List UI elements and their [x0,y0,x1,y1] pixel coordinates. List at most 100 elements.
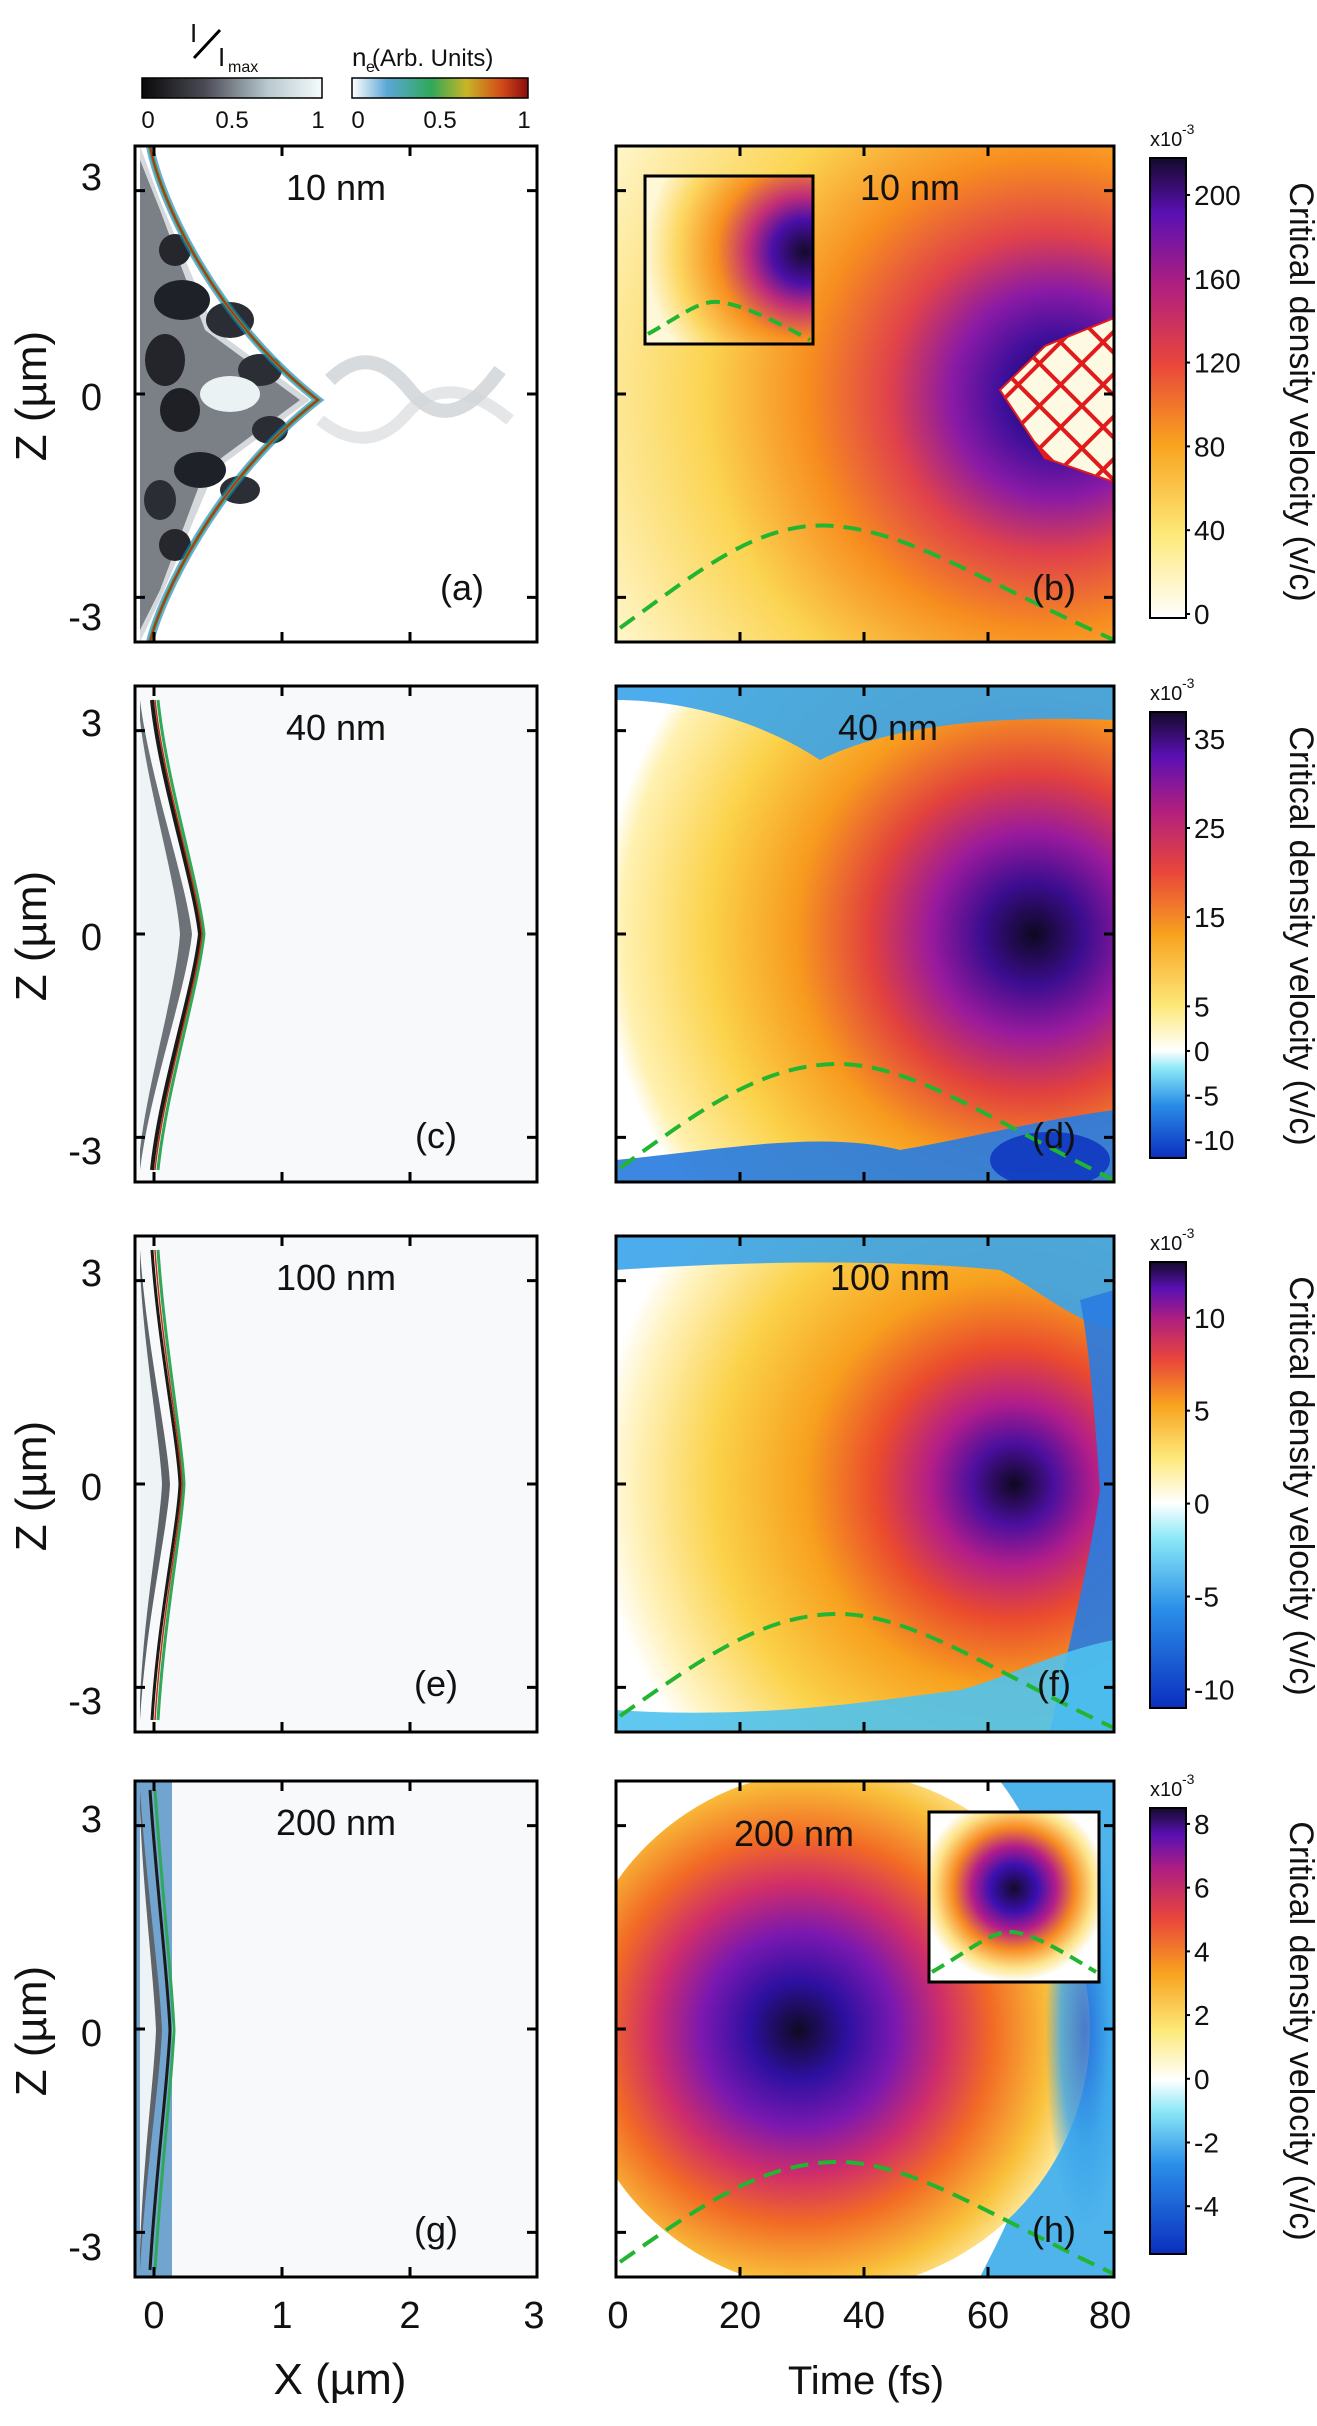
intensity-tick: 0.5 [215,107,248,134]
y-tick: 3 [81,157,102,199]
panel-c-letter: (c) [415,1115,457,1156]
time-tick: 80 [1089,2295,1131,2337]
time-tick: 0 [607,2295,628,2337]
colorbar-row4: x10 -3 8 6 4 2 0 -2 -4 Critical density veloci… [1149,1771,1317,2255]
colorbar-tick-label: -4 [1194,2191,1219,2222]
panel-e-title: 100 nm [276,1257,396,1298]
colorbar-tick-label: 25 [1194,813,1225,844]
x-tick: 3 [523,2295,544,2337]
colorbar-exponent-power: -3 [1182,121,1195,137]
colorbar-tick-label: -2 [1194,2128,1219,2159]
x-tick: 0 [143,2295,164,2337]
panel-g-letter: (g) [414,2209,458,2250]
panel-h-inset [927,1810,1101,1984]
y-tick: -3 [68,2227,102,2269]
panel-f: 100 nm (f) [614,1234,1116,1734]
panel-b-title: 10 nm [860,167,960,208]
y-tick: 3 [81,1253,102,1295]
colorbar-tick-label: 0 [1194,2064,1210,2095]
colorbar-label: Critical density velocity (v/c) [1282,182,1317,601]
colorbar-exponent-power: -3 [1182,1771,1195,1787]
colorbar-label: Critical density velocity (v/c) [1282,1276,1317,1695]
y-axis-label: Z (µm) [7,871,56,1001]
time-tick: 20 [719,2295,761,2337]
panel-b-inset [643,174,815,346]
colorbar-exponent-power: -3 [1182,1225,1195,1241]
panel-b: 10 nm (b) [614,144,1116,644]
y-tick: 0 [81,917,102,959]
x-tick: 2 [399,2295,420,2337]
panel-g: 200 nm (g) [133,1779,539,2279]
panel-a-letter: (a) [440,567,484,608]
panel-d: 40 nm (d) [614,684,1116,1184]
y-ticks-row4: 3 0 -3 [68,1799,102,2269]
y-ticks-row1: 3 0 -3 [68,157,102,639]
colorbar-tick-label: 10 [1194,1303,1225,1334]
density-tick: 0.5 [423,107,456,134]
colorbar-tick-label: -5 [1194,1081,1219,1112]
colorbar-ticks: 8 6 4 2 0 -2 -4 [1186,1809,1219,2222]
panel-h-title: 200 nm [734,1813,854,1854]
time-tick: 60 [967,2295,1009,2337]
panel-h: 200 nm (h) [614,1779,1116,2279]
colorbar-tick-label: 5 [1194,1396,1210,1427]
right-axes: 0 20 40 60 80 Time (fs) [607,2295,1131,2403]
y-axis-label: Z (µm) [7,331,56,461]
colorbar-tick-label: 80 [1194,431,1225,462]
y-axis-label: Z (µm) [7,1966,56,2096]
colorbar-ticks: 200 160 120 80 40 0 [1186,180,1241,630]
colorbar-tick-label: 5 [1194,991,1210,1022]
colorbar-tick-label: 8 [1194,1809,1210,1840]
intensity-label-bottom: I [218,42,225,72]
y-tick: -3 [68,1681,102,1723]
time-axis-label: Time (fs) [788,2359,944,2403]
y-tick: 3 [81,1799,102,1841]
y-tick: -3 [68,1131,102,1173]
colorbar-label: Critical density velocity (v/c) [1282,726,1317,1145]
y-ticks-row2: 3 0 -3 [68,703,102,1173]
colorbar-exponent-power: -3 [1182,675,1195,691]
intensity-tick: 0 [141,107,154,134]
y-tick: -3 [68,597,102,639]
density-label-rest: (Arb. Units) [372,45,493,72]
colorbar-exponent-base: x10 [1150,683,1182,705]
colorbar-exponent-base: x10 [1150,129,1182,151]
panel-f-letter: (f) [1037,1663,1071,1704]
density-label-sub: e [366,59,375,76]
colorbar-tick-label: 2 [1194,2000,1210,2031]
intensity-colorbar: I I max 0 0.5 1 [141,18,325,134]
panel-c: 40 nm (c) [133,684,539,1184]
colorbar-tick-label: 0 [1194,1036,1210,1067]
intensity-label-sub: max [228,59,258,76]
colorbar-tick-label: 0 [1194,599,1210,630]
panel-c-title: 40 nm [286,707,386,748]
colorbar-tick-label: 120 [1194,348,1241,379]
colorbar-tick-label: 40 [1194,515,1225,546]
tick-marks [135,146,1114,2277]
colorbar-tick-label: 160 [1194,264,1241,295]
colorbar-row2: x10 -3 35 25 15 5 0 -5 -10 Critical density ve… [1149,675,1317,1159]
colorbar-row3: x10 -3 10 5 0 -5 -10 Critical density veloci… [1149,1225,1317,1709]
panel-b-letter: (b) [1032,567,1076,608]
colorbar-ticks: 35 25 15 5 0 -5 -10 [1186,724,1234,1156]
panel-e: 100 nm (e) [133,1234,539,1734]
x-axis-label: X (µm) [274,2355,407,2404]
density-label-main: n [352,42,366,72]
panel-d-title: 40 nm [838,707,938,748]
panel-h-letter: (h) [1032,2209,1076,2250]
y-tick: 0 [81,1467,102,1509]
y-tick: 0 [81,377,102,419]
colorbar-row1: x10 -3 200 160 120 80 40 0 Critical density v… [1149,121,1317,630]
colorbar-exponent-base: x10 [1150,1779,1182,1801]
panel-g-title: 200 nm [276,1802,396,1843]
x-tick: 1 [271,2295,292,2337]
colorbar-tick-label: -5 [1194,1582,1219,1613]
density-tick: 1 [517,107,530,134]
y-axis-label: Z (µm) [7,1421,56,1551]
density-colorbar: n e (Arb. Units) 0 0.5 1 [351,42,531,134]
colorbar-tick-label: 0 [1194,1489,1210,1520]
colorbar-tick-label: 6 [1194,1873,1210,1904]
colorbar-tick-label: -10 [1194,1674,1234,1705]
colorbar-label: Critical density velocity (v/c) [1282,1821,1317,2240]
